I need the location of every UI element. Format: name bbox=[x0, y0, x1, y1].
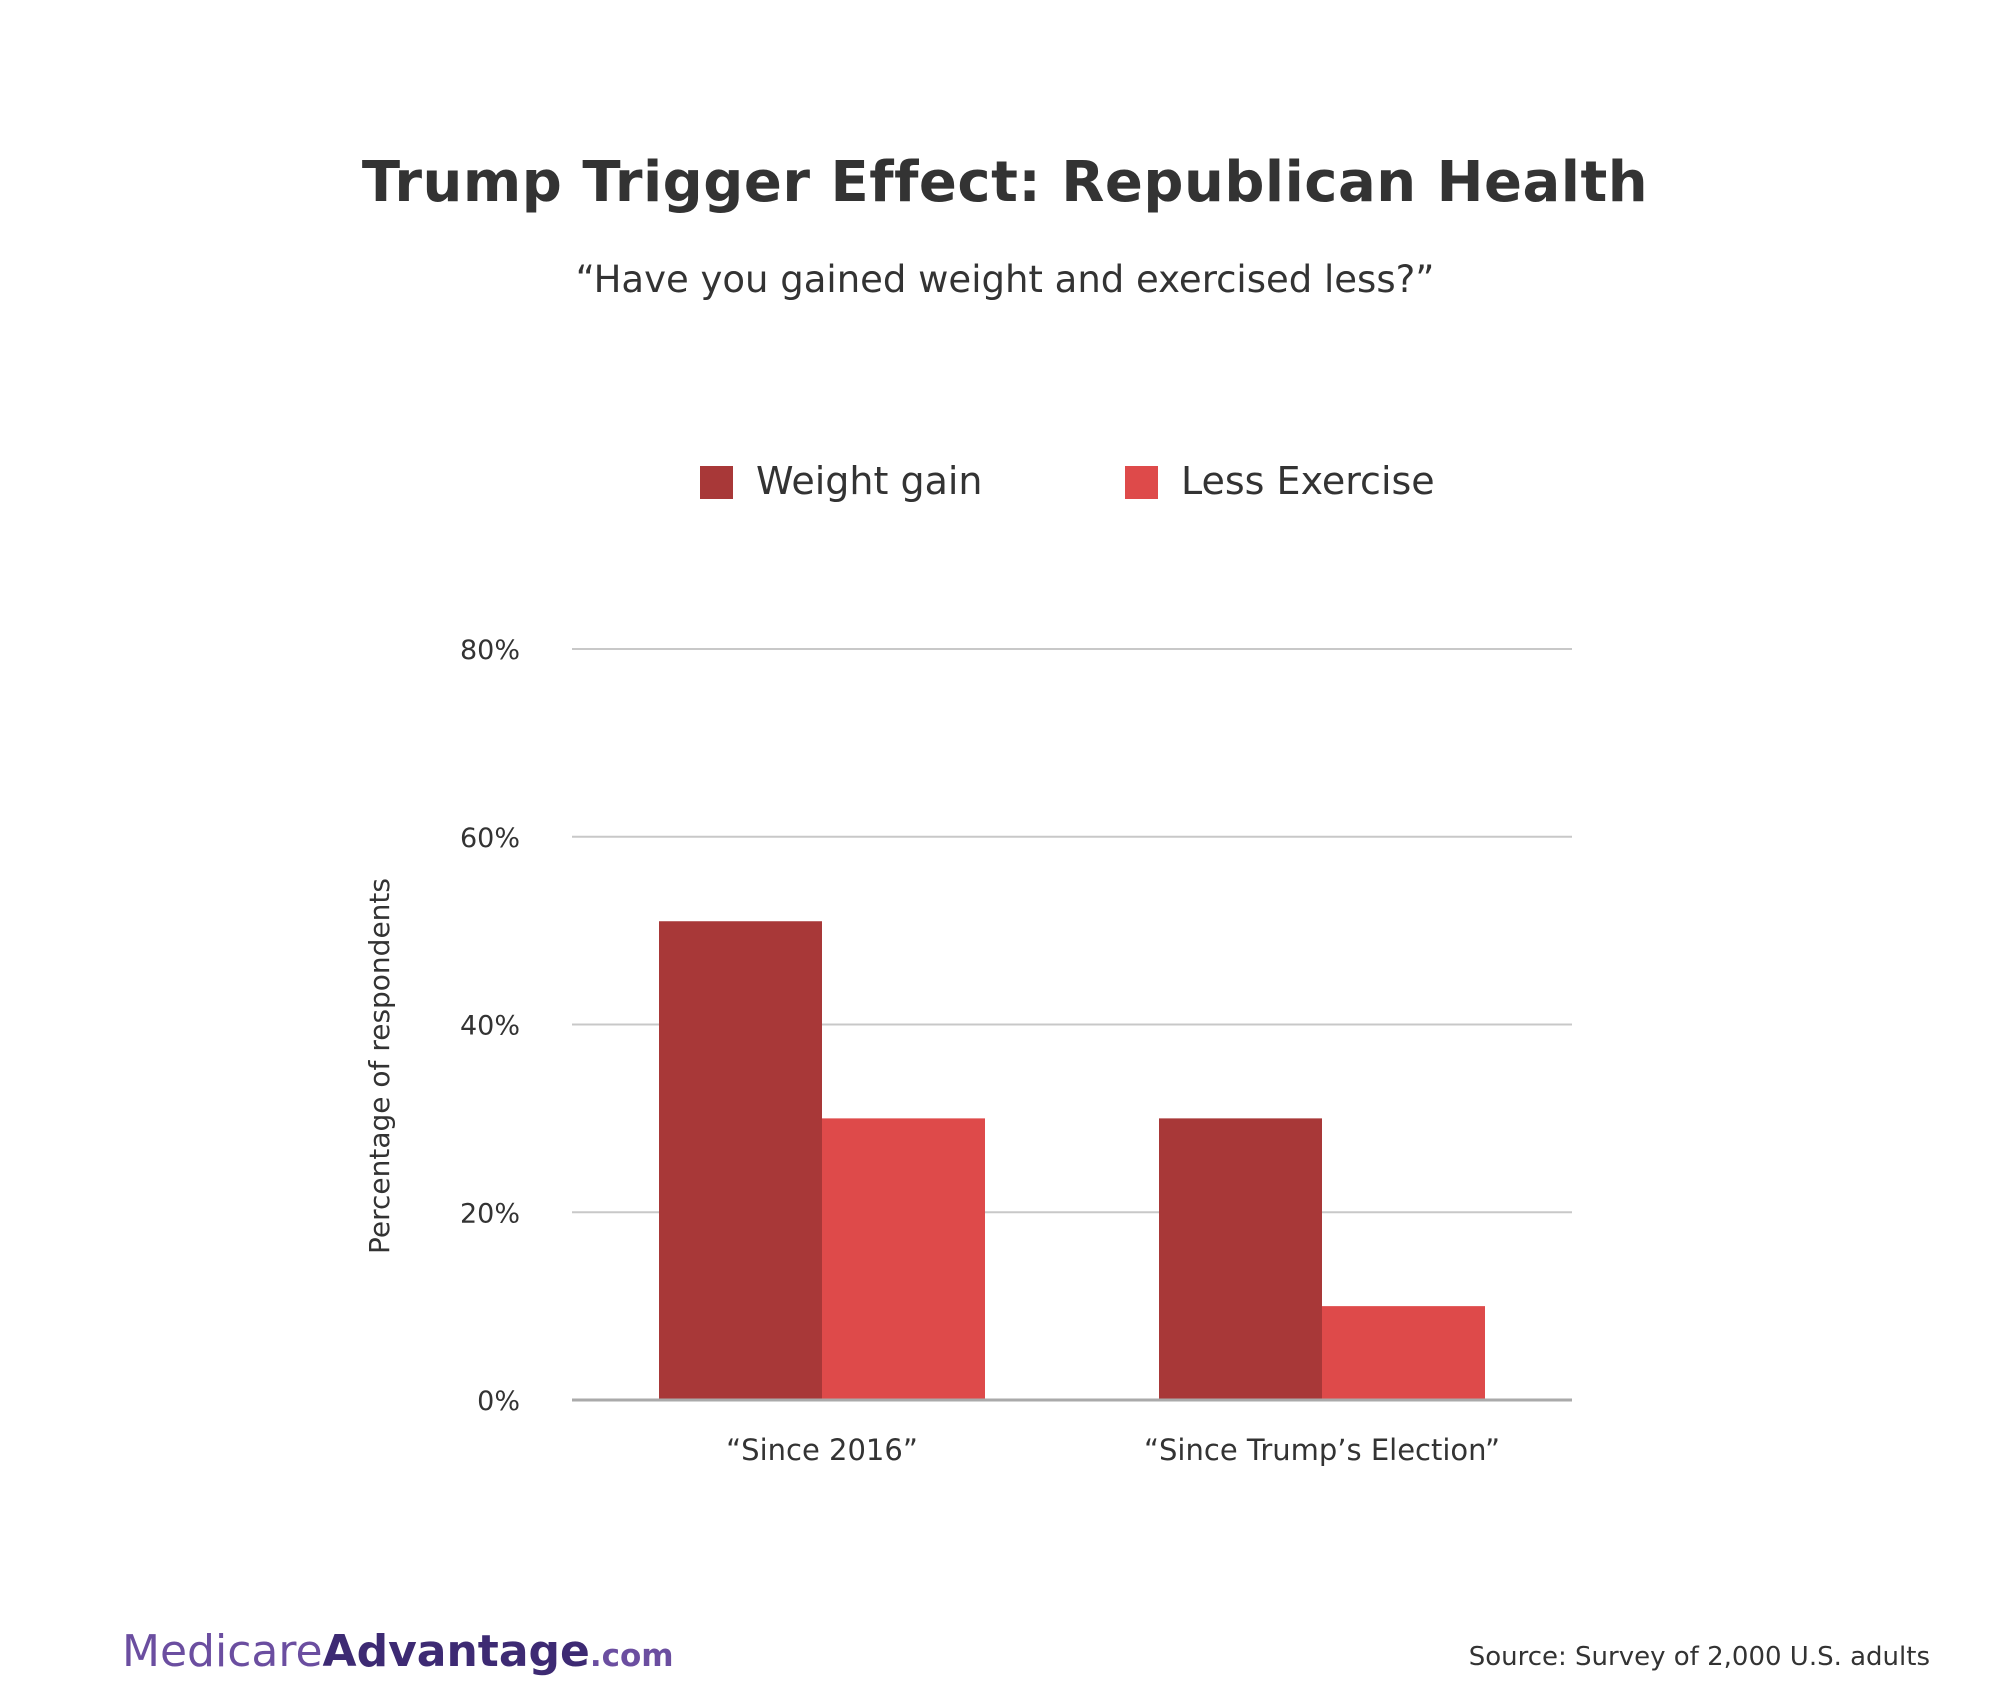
brand-logo: MedicareAdvantage.com bbox=[122, 1626, 674, 1677]
y-tick-label: 60% bbox=[460, 823, 520, 854]
chart-subtitle: “Have you gained weight and exercised le… bbox=[575, 258, 1435, 301]
legend-swatch-weight-gain bbox=[700, 466, 733, 499]
bar-less-exercise-0 bbox=[822, 1118, 985, 1400]
legend-label-less-exercise: Less Exercise bbox=[1181, 459, 1435, 503]
legend-label-weight-gain: Weight gain bbox=[756, 459, 983, 503]
legend-swatch-less-exercise bbox=[1125, 466, 1158, 499]
brand-logo-part2: Advantage bbox=[322, 1626, 590, 1677]
x-category-label: “Since 2016” bbox=[726, 1433, 918, 1467]
y-tick-label: 80% bbox=[460, 635, 520, 666]
y-tick-label: 0% bbox=[477, 1386, 520, 1417]
x-category-label: “Since Trump’s Election” bbox=[1144, 1433, 1500, 1467]
source-note: Source: Survey of 2,000 U.S. adults bbox=[1468, 1642, 1930, 1672]
bar-weight-gain-0 bbox=[659, 921, 822, 1400]
bar-weight-gain-1 bbox=[1159, 1118, 1322, 1400]
y-tick-label: 20% bbox=[460, 1198, 520, 1229]
y-axis-title: Percentage of respondents bbox=[363, 878, 396, 1254]
chart-title: Trump Trigger Effect: Republican Health bbox=[361, 150, 1649, 215]
legend: Weight gain Less Exercise bbox=[0, 455, 2000, 515]
y-tick-label: 40% bbox=[460, 1011, 520, 1042]
bar-less-exercise-1 bbox=[1322, 1306, 1485, 1400]
bar-chart: 0% 20% 40% 60% 80% Percentage of respondents “… bbox=[363, 635, 1572, 1467]
brand-logo-part3: .com bbox=[589, 1638, 674, 1674]
brand-logo-part1: Medicare bbox=[122, 1626, 323, 1677]
